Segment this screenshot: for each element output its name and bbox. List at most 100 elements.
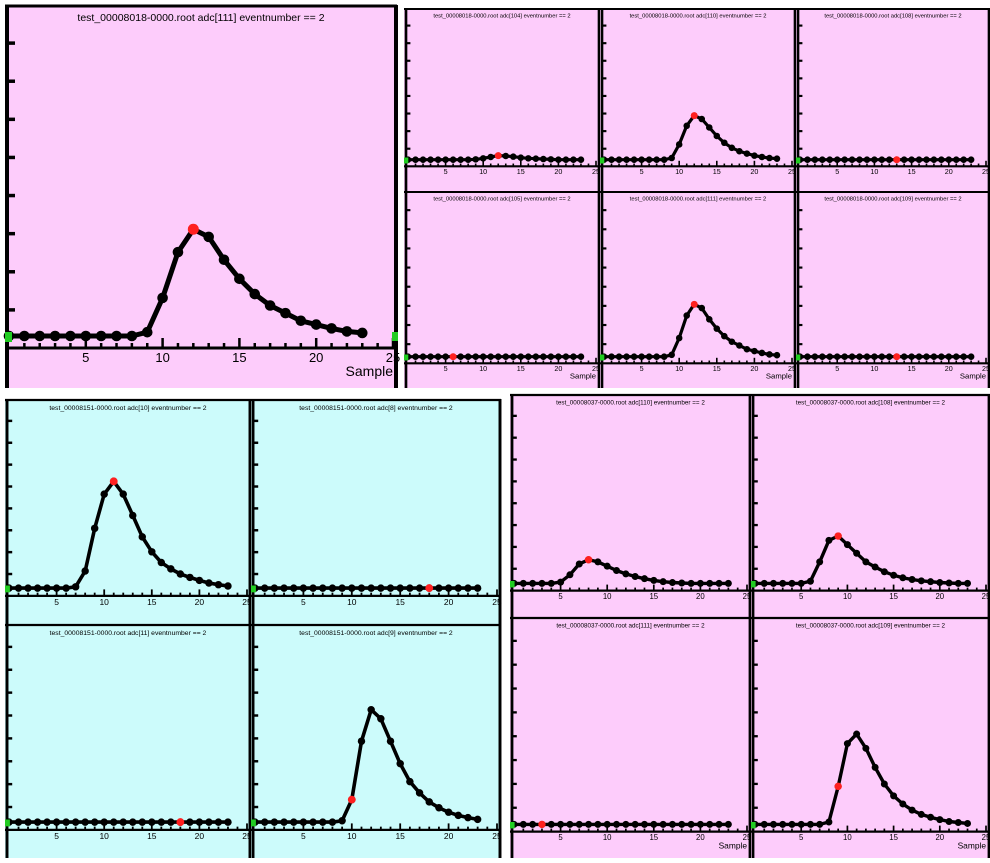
sample-point xyxy=(442,156,449,163)
sample-point xyxy=(81,818,89,826)
sample-point xyxy=(172,246,184,258)
sample-point xyxy=(367,706,375,714)
sample-point xyxy=(435,584,443,592)
chart-panel-b1: test_00008018-0000.root adc[104] eventnu… xyxy=(404,7,601,191)
plot-area xyxy=(796,8,990,191)
sample-point xyxy=(613,820,621,828)
sample-point xyxy=(538,579,546,587)
chart-panel-b2: test_00008018-0000.root adc[110] eventnu… xyxy=(600,7,797,191)
sample-point xyxy=(862,744,870,752)
peak-marker xyxy=(893,156,901,164)
sample-point xyxy=(71,818,80,826)
sample-point xyxy=(653,156,660,163)
sample-point xyxy=(186,818,194,826)
sample-point xyxy=(952,353,960,360)
sample-point xyxy=(743,345,751,353)
sample-point xyxy=(100,490,108,498)
sample-point xyxy=(525,155,532,162)
sample-point xyxy=(406,777,414,786)
chart-title: test_00008037-0000.root adc[110] eventnu… xyxy=(556,399,705,406)
sample-point xyxy=(310,319,322,330)
x-tick-label: 10 xyxy=(675,364,683,373)
sample-point xyxy=(923,353,930,360)
x-tick-label: 25 xyxy=(982,592,990,601)
sample-point xyxy=(195,576,204,585)
sample-point xyxy=(728,338,736,346)
sample-point xyxy=(863,353,871,360)
sample-point xyxy=(660,156,668,163)
x-tick-label: 10 xyxy=(843,833,852,842)
sample-point xyxy=(427,353,434,360)
sample-point xyxy=(419,353,427,360)
sample-point xyxy=(696,820,704,828)
sample-point xyxy=(195,818,204,826)
sample-point xyxy=(915,156,923,163)
sample-point xyxy=(434,353,442,360)
x-tick-label: 15 xyxy=(147,597,157,607)
sample-point xyxy=(594,558,602,566)
sample-point xyxy=(529,820,537,828)
peak-marker xyxy=(893,353,901,361)
sample-point xyxy=(954,818,962,826)
sample-point xyxy=(415,789,424,797)
chart-panel-b4: test_00008018-0000.root adc[105] eventnu… xyxy=(404,190,601,388)
chart-panel-c3: test_00008151-0000.root adc[11] eventnum… xyxy=(5,623,252,858)
sample-point xyxy=(660,353,668,360)
sample-point xyxy=(562,353,570,360)
sample-point xyxy=(675,141,683,148)
sample-point xyxy=(630,156,638,163)
x-tick-label: 10 xyxy=(347,831,357,841)
x-tick-label: 15 xyxy=(147,831,157,841)
sample-point xyxy=(687,579,695,587)
sample-point xyxy=(129,511,137,520)
x-tick-label: 5 xyxy=(799,833,804,842)
sample-point xyxy=(964,819,972,827)
chart-title: test_00008037-0000.root adc[109] eventnu… xyxy=(796,622,946,629)
sample-point xyxy=(309,818,317,826)
edge-marker-left xyxy=(796,157,801,164)
sample-point xyxy=(967,156,975,163)
sample-point xyxy=(566,820,574,828)
sample-point xyxy=(386,737,395,745)
plot-area xyxy=(751,617,990,858)
sample-point xyxy=(650,576,658,584)
sample-point xyxy=(769,579,777,587)
chart-panel-d2: test_00008037-0000.root adc[108] eventnu… xyxy=(751,393,990,617)
sample-point xyxy=(758,349,766,357)
sample-point xyxy=(148,818,156,826)
sample-point xyxy=(510,353,517,360)
sample-point xyxy=(964,579,972,587)
sample-point xyxy=(736,147,743,155)
sample-point xyxy=(454,584,463,592)
sample-point xyxy=(419,156,427,163)
sample-point xyxy=(280,584,288,592)
chart-title: test_00008037-0000.root adc[108] eventnu… xyxy=(796,399,946,406)
x-tick-label: 15 xyxy=(889,592,898,601)
chart-panel-d4: test_00008037-0000.root adc[109] eventnu… xyxy=(751,616,990,858)
x-axis-label: Sample xyxy=(958,840,987,850)
sample-point xyxy=(415,584,424,592)
edge-marker-left xyxy=(510,822,515,829)
sample-point xyxy=(341,326,353,337)
sample-point xyxy=(668,579,676,587)
x-tick-label: 10 xyxy=(479,364,487,373)
sample-point xyxy=(659,578,667,586)
sample-point xyxy=(871,563,879,571)
x-tick-label: 20 xyxy=(750,364,758,373)
sample-point xyxy=(129,818,137,826)
sample-point xyxy=(540,353,547,360)
sample-point xyxy=(863,156,871,163)
sample-point xyxy=(52,584,61,592)
x-tick-label: 5 xyxy=(301,831,306,841)
chart-title: test_00008151-0000.root adc[9] eventnumb… xyxy=(299,630,453,637)
sample-point xyxy=(367,584,375,592)
sample-point xyxy=(532,155,540,162)
sample-point xyxy=(816,558,824,566)
sample-point xyxy=(678,579,686,587)
sample-point xyxy=(766,351,773,358)
x-tick-label: 5 xyxy=(444,364,448,373)
sample-point xyxy=(871,156,878,163)
sample-point xyxy=(631,573,639,581)
x-tick-label: 10 xyxy=(843,592,852,601)
sample-point xyxy=(751,347,758,355)
